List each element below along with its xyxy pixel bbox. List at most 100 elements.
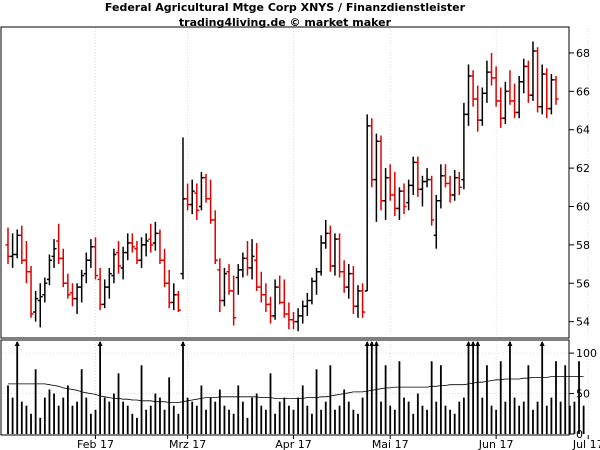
ohlc-bar xyxy=(346,264,352,299)
ohlc-bar xyxy=(406,179,412,211)
ohlc-bar xyxy=(23,241,29,284)
ohlc-bar xyxy=(116,241,122,274)
volume-overflow-arrow xyxy=(466,341,472,346)
ohlc-bar xyxy=(65,273,71,299)
ohlc-bar xyxy=(415,156,421,197)
ohlc-bar xyxy=(208,179,214,224)
ohlc-bar xyxy=(539,64,545,115)
price-tick-label-66: 66 xyxy=(576,85,590,98)
ohlc-bar xyxy=(56,223,62,265)
volume-overflow-arrow xyxy=(539,341,545,346)
ohlc-bar xyxy=(28,265,34,318)
price-tick-label-64: 64 xyxy=(576,124,590,137)
ohlc-bar xyxy=(254,242,260,291)
ohlc-bar xyxy=(521,58,527,94)
ohlc-bar xyxy=(134,241,140,265)
ohlc-bar xyxy=(106,267,112,299)
ohlc-bar xyxy=(286,302,292,330)
ohlc-bar xyxy=(373,133,379,222)
ohlc-bar xyxy=(424,168,430,188)
ohlc-bar xyxy=(512,83,518,119)
ohlc-bar xyxy=(502,81,508,124)
ohlc-bar xyxy=(442,164,448,188)
ohlc-bar xyxy=(10,233,16,268)
ohlc-bar xyxy=(493,66,499,107)
x-tick-label-3: Mai 17 xyxy=(372,438,409,450)
ohlc-bar xyxy=(198,171,204,211)
volume-overflow-arrow xyxy=(180,341,186,346)
volume-axis: 0 50 100 xyxy=(569,347,597,441)
volume-tick-label-0: 0 xyxy=(576,428,583,441)
ohlc-bar xyxy=(300,300,306,324)
x-tick-label-2: Apr 17 xyxy=(275,438,312,450)
price-tick-label-54: 54 xyxy=(576,316,590,329)
ohlc-bar xyxy=(157,229,163,265)
ohlc-bar xyxy=(249,239,255,280)
ohlc-bar xyxy=(433,194,439,249)
ohlc-bar xyxy=(456,171,462,195)
ohlc-bar xyxy=(447,175,453,203)
x-tick-label-4: Jun 17 xyxy=(478,438,514,450)
ohlc-bar xyxy=(350,265,356,314)
ohlc-bar xyxy=(410,156,416,195)
ohlc-bar xyxy=(79,269,85,303)
ohlc-bar xyxy=(166,269,172,309)
ohlc-bar xyxy=(125,233,131,261)
ohlc-bar xyxy=(212,210,218,265)
ohlc-bar xyxy=(369,118,375,188)
price-tick-label-56: 56 xyxy=(576,277,590,290)
ohlc-bar xyxy=(383,168,389,220)
ohlc-bar xyxy=(194,183,200,220)
ohlc-bar xyxy=(535,47,541,113)
ohlc-bar xyxy=(111,248,117,284)
x-tick-label-0: Feb 17 xyxy=(77,438,114,450)
ohlc-bar xyxy=(530,41,536,101)
ohlc-bar xyxy=(364,114,370,292)
ohlc-bar xyxy=(341,260,347,293)
ohlc-bar xyxy=(42,277,48,303)
ohlc-bar xyxy=(314,267,320,295)
ohlc-bar xyxy=(14,229,20,259)
ohlc-bar xyxy=(295,308,301,332)
ohlc-bar xyxy=(507,70,513,105)
ohlc-bar xyxy=(401,183,407,215)
ohlc-bar xyxy=(489,52,495,86)
ohlc-bar xyxy=(69,283,75,307)
ohlc-bar xyxy=(544,68,550,119)
ohlc-bar xyxy=(484,60,490,103)
ohlc-bar xyxy=(51,239,57,268)
ohlc-bar xyxy=(120,246,126,280)
ohlc-bar xyxy=(470,70,476,107)
ohlc-bar xyxy=(19,225,25,265)
ohlc-bar xyxy=(479,87,485,126)
ohlc-bar xyxy=(148,223,154,253)
volume-panel-frame xyxy=(0,339,570,436)
ohlc-bar xyxy=(360,283,366,318)
ohlc-bar xyxy=(235,264,241,295)
ohlc-bar xyxy=(171,283,177,311)
ohlc-bar xyxy=(452,170,458,201)
volume-overflow-arrow xyxy=(373,341,379,346)
ohlc-bar xyxy=(231,275,237,326)
ohlc-bar xyxy=(272,279,278,320)
ohlc-bar xyxy=(327,225,333,272)
ohlc-bar xyxy=(461,102,467,190)
ohlc-bar xyxy=(258,271,264,303)
ohlc-bar xyxy=(152,221,158,251)
price-tick-label-60: 60 xyxy=(576,200,590,213)
ohlc-bar xyxy=(475,85,481,132)
ohlc-bar xyxy=(323,219,329,249)
ohlc-bar xyxy=(221,267,227,307)
volume-average-line xyxy=(8,376,584,403)
ohlc-bar xyxy=(175,290,181,313)
ohlc-bar xyxy=(162,248,168,288)
price-bars xyxy=(5,41,559,332)
ohlc-bar xyxy=(332,233,338,276)
price-tick-label-68: 68 xyxy=(576,47,590,60)
ohlc-bar xyxy=(392,171,398,217)
ohlc-bar xyxy=(553,75,559,105)
ohlc-bar xyxy=(139,237,145,268)
volume-overflow-arrow xyxy=(97,341,103,346)
ohlc-bar xyxy=(277,275,283,305)
volume-overflow-arrow xyxy=(470,341,476,346)
